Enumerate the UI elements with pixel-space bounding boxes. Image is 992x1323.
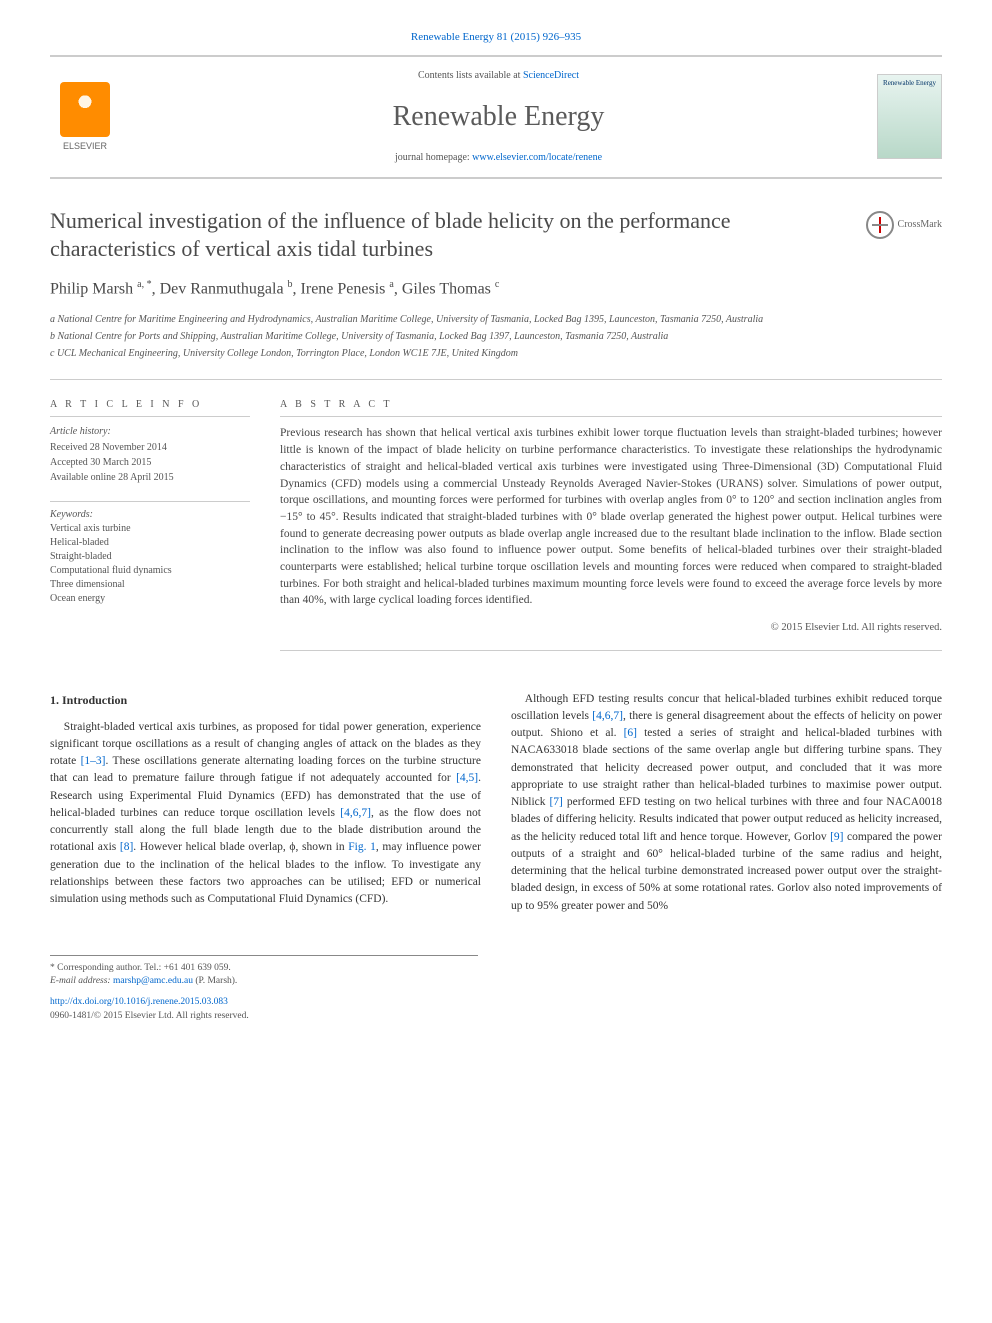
publisher-label: ELSEVIER: [63, 140, 107, 153]
crossmark-label: CrossMark: [898, 218, 942, 231]
crossmark-icon: [866, 211, 894, 239]
citation-ref[interactable]: [4,6,7]: [592, 710, 623, 722]
affiliation-b: b National Centre for Ports and Shipping…: [50, 329, 942, 344]
abstract-column: A B S T R A C T Previous research has sh…: [280, 398, 942, 650]
elsevier-tree-icon: [60, 82, 110, 137]
homepage-prefix: journal homepage:: [395, 152, 472, 163]
citation-line: Renewable Energy 81 (2015) 926–935: [50, 30, 942, 45]
abstract-body: Previous research has shown that helical…: [280, 425, 942, 608]
keyword-item: Straight-bladed: [50, 550, 250, 564]
abstract-divider: [280, 650, 942, 651]
contents-prefix: Contents lists available at: [418, 70, 523, 81]
footer-meta: http://dx.doi.org/10.1016/j.renene.2015.…: [50, 996, 942, 1023]
corresponding-email-line: E-mail address: marshp@amc.edu.au (P. Ma…: [50, 975, 478, 988]
history-accepted: Accepted 30 March 2015: [50, 456, 250, 470]
keyword-item: Computational fluid dynamics: [50, 564, 250, 578]
article-info-column: A R T I C L E I N F O Article history: R…: [50, 398, 250, 650]
text-run: . However helical blade overlap, ϕ, show…: [133, 841, 348, 853]
history-received: Received 28 November 2014: [50, 441, 250, 455]
issn-copyright: 0960-1481/© 2015 Elsevier Ltd. All right…: [50, 1010, 942, 1023]
abstract-copyright: © 2015 Elsevier Ltd. All rights reserved…: [280, 621, 942, 636]
corresponding-label: * Corresponding author. Tel.: +61 401 63…: [50, 962, 478, 975]
keyword-item: Vertical axis turbine: [50, 522, 250, 536]
text-run: . These oscillations generate alternatin…: [50, 755, 481, 784]
citation-ref[interactable]: [6]: [624, 727, 637, 739]
intro-paragraph-2: Although EFD testing results concur that…: [511, 691, 942, 915]
figure-ref[interactable]: Fig. 1: [348, 841, 376, 853]
affiliation-c: c UCL Mechanical Engineering, University…: [50, 346, 942, 361]
keywords-label: Keywords:: [50, 501, 250, 522]
citation-ref[interactable]: [8]: [120, 841, 133, 853]
publisher-logo: ELSEVIER: [50, 77, 120, 157]
abstract-heading: A B S T R A C T: [280, 398, 942, 417]
crossmark-badge[interactable]: CrossMark: [866, 211, 942, 239]
corresponding-email-link[interactable]: marshp@amc.edu.au: [113, 976, 193, 986]
doi-link[interactable]: http://dx.doi.org/10.1016/j.renene.2015.…: [50, 997, 228, 1007]
homepage-link[interactable]: www.elsevier.com/locate/renene: [472, 152, 602, 163]
title-text: Numerical investigation of the influence…: [50, 208, 731, 262]
sciencedirect-link[interactable]: ScienceDirect: [523, 70, 579, 81]
keyword-item: Three dimensional: [50, 578, 250, 592]
citation-ref[interactable]: [4,5]: [456, 772, 478, 784]
citation-ref[interactable]: [4,6,7]: [340, 807, 371, 819]
journal-name: Renewable Energy: [120, 97, 877, 136]
meta-abstract-row: A R T I C L E I N F O Article history: R…: [50, 379, 942, 650]
affiliation-a: a National Centre for Maritime Engineeri…: [50, 312, 942, 327]
article-body: 1. Introduction Straight-bladed vertical…: [50, 691, 942, 915]
journal-header: ELSEVIER Contents lists available at Sci…: [50, 55, 942, 178]
article-info-heading: A R T I C L E I N F O: [50, 398, 250, 417]
article-title: Numerical investigation of the influence…: [50, 207, 942, 264]
history-label: Article history:: [50, 425, 250, 439]
affiliations: a National Centre for Maritime Engineeri…: [50, 312, 942, 361]
section-heading-intro: 1. Introduction: [50, 691, 481, 709]
history-online: Available online 28 April 2015: [50, 471, 250, 485]
author-list: Philip Marsh a, *, Dev Ranmuthugala b, I…: [50, 278, 942, 301]
journal-cover-thumbnail: Renewable Energy: [877, 74, 942, 159]
keywords-block: Keywords: Vertical axis turbine Helical-…: [50, 501, 250, 606]
corresponding-author-block: * Corresponding author. Tel.: +61 401 63…: [50, 955, 478, 989]
header-center: Contents lists available at ScienceDirec…: [120, 69, 877, 164]
citation-ref[interactable]: [1–3]: [81, 755, 106, 767]
email-suffix: (P. Marsh).: [193, 976, 237, 986]
keyword-item: Ocean energy: [50, 592, 250, 606]
citation-ref[interactable]: [9]: [830, 831, 843, 843]
intro-paragraph-1: Straight-bladed vertical axis turbines, …: [50, 719, 481, 909]
citation-ref[interactable]: [7]: [549, 796, 562, 808]
homepage-line: journal homepage: www.elsevier.com/locat…: [120, 151, 877, 165]
contents-available-line: Contents lists available at ScienceDirec…: [120, 69, 877, 83]
keyword-item: Helical-bladed: [50, 536, 250, 550]
email-label: E-mail address:: [50, 976, 113, 986]
